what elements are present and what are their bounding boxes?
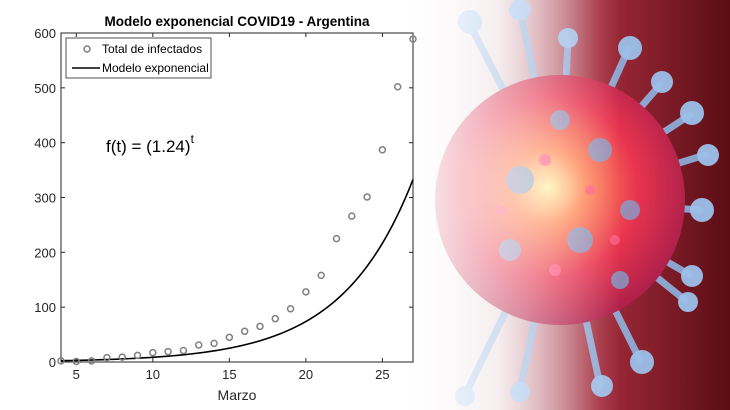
data-point xyxy=(378,146,387,154)
data-point xyxy=(302,288,310,296)
y-tick-label: 500 xyxy=(34,81,56,96)
x-tick-label: 20 xyxy=(299,367,313,382)
legend-label-total-infectados: Total de infectados xyxy=(102,42,202,56)
data-point xyxy=(225,333,234,342)
series-markers-total-de-infectados xyxy=(57,35,417,366)
y-axis: 0 100 200 300 400 500 600 xyxy=(34,26,413,370)
y-tick-label: 400 xyxy=(34,136,56,151)
data-point xyxy=(194,341,203,349)
data-point xyxy=(240,327,249,336)
data-point xyxy=(332,234,341,243)
x-axis: 5 10 15 20 25 xyxy=(73,33,390,382)
chart-title: Modelo exponencial COVID19 - Argentina xyxy=(104,14,370,29)
x-tick-label: 15 xyxy=(222,367,236,382)
data-point xyxy=(87,357,96,365)
data-point xyxy=(103,353,111,362)
x-tick-label: 10 xyxy=(146,367,160,382)
data-point xyxy=(409,35,417,43)
legend-box xyxy=(65,37,212,79)
legend-marker-icon xyxy=(83,45,91,53)
data-point xyxy=(348,212,356,220)
data-point xyxy=(118,353,126,361)
data-point xyxy=(179,346,188,355)
data-point xyxy=(317,271,325,280)
data-point xyxy=(256,322,264,331)
x-axis-label: Marzo xyxy=(218,387,257,403)
legend-label-modelo-exponencial: Modelo exponencial xyxy=(102,61,209,75)
data-point xyxy=(286,305,295,313)
y-tick-label: 300 xyxy=(34,191,56,206)
data-point xyxy=(271,314,280,323)
y-tick-label: 100 xyxy=(34,300,56,315)
legend: Total de infectados Modelo exponencial xyxy=(65,37,212,79)
x-tick-label: 5 xyxy=(73,367,80,382)
data-point xyxy=(149,348,157,357)
data-point xyxy=(363,193,371,201)
y-tick-label: 0 xyxy=(49,355,56,370)
formula-annotation: f(t) = (1.24)t xyxy=(106,132,195,156)
data-point xyxy=(133,351,142,360)
plot-area xyxy=(60,32,414,363)
y-tick-label: 600 xyxy=(34,26,56,41)
y-tick-label: 200 xyxy=(34,245,56,260)
formula-base: f(t) = (1.24) xyxy=(106,137,191,156)
x-tick-label: 25 xyxy=(375,367,389,382)
data-point xyxy=(57,357,65,365)
data-point xyxy=(393,82,402,91)
data-point xyxy=(72,357,81,366)
formula-exponent: t xyxy=(191,132,195,146)
data-point xyxy=(164,347,172,356)
data-point xyxy=(210,339,218,348)
